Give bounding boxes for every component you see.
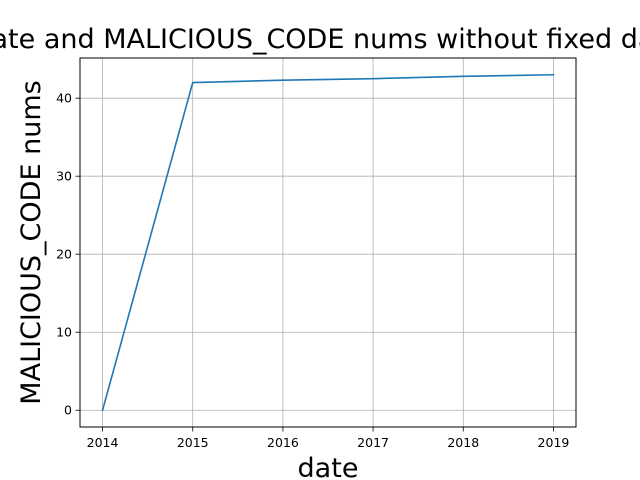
x-tick-label: 2019: [538, 435, 570, 450]
y-axis-label: MALICIOUS_CODE nums: [16, 80, 47, 404]
grid: [80, 58, 576, 427]
y-tick-label: 0: [64, 403, 72, 418]
x-tick-label: 2016: [267, 435, 299, 450]
series-layer: [101, 73, 555, 412]
plot-frame: [79, 57, 577, 428]
y-tick-label: 40: [56, 91, 72, 106]
x-tick-label: 2017: [357, 435, 389, 450]
x-axis-label: date: [298, 453, 359, 480]
x-tick-label: 2015: [177, 435, 209, 450]
series-line: [101, 73, 555, 412]
axis-ticks: 2014 2015 2016 2017 2018 2019 0 10 20 30 40: [56, 91, 569, 450]
x-tick-label: 2014: [87, 435, 119, 450]
y-tick-label: 30: [56, 169, 72, 184]
x-tick-label: 2018: [447, 435, 479, 450]
y-tick-label: 10: [56, 325, 72, 340]
y-tick-label: 20: [56, 247, 72, 262]
chart-title: date and MALICIOUS_CODE nums without fix…: [0, 24, 640, 55]
